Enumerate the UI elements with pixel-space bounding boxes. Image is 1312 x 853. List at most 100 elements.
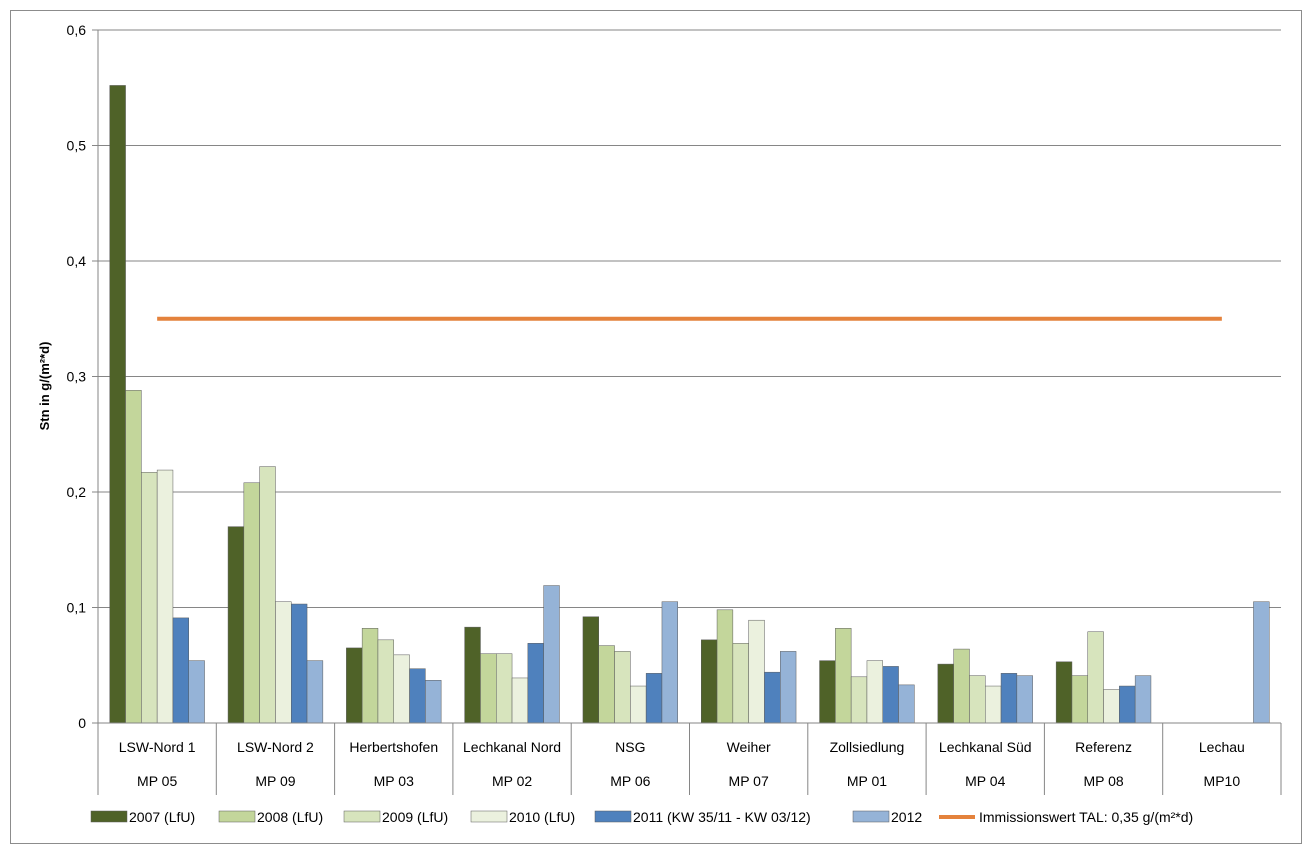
category-label: LSW-Nord 2 — [237, 739, 314, 755]
category-label: Referenz — [1075, 739, 1132, 755]
bar — [866, 660, 884, 724]
bar — [835, 628, 852, 724]
y-tick-label: 0,1 — [67, 600, 87, 616]
legend-swatch — [343, 810, 381, 823]
y-tick-label: 0,4 — [67, 253, 87, 269]
bar — [661, 601, 679, 724]
bar — [464, 626, 481, 724]
bar — [1016, 675, 1033, 724]
bar — [259, 466, 276, 724]
y-axis-label: Stn in g/(m²*d) — [37, 342, 52, 431]
legend-swatch — [90, 810, 128, 823]
bar — [732, 643, 749, 724]
bar — [393, 654, 410, 724]
bar — [645, 673, 663, 724]
subcategory-label: MP 04 — [965, 773, 1005, 789]
bar — [819, 660, 836, 724]
bar — [716, 609, 734, 724]
y-tick-labels: 0 0,1 0,2 0,3 0,4 0,5 0,6 — [67, 22, 87, 731]
bar — [511, 677, 529, 724]
legend-label: 2011 (KW 35/11 - KW 03/12) — [633, 809, 811, 825]
bar — [275, 601, 292, 724]
legend-swatch — [594, 810, 632, 823]
bar — [969, 675, 986, 724]
y-tick-label: 0,2 — [67, 484, 87, 500]
legend-swatch — [852, 810, 890, 823]
bar — [306, 660, 324, 724]
category-label: Zollsiedlung — [830, 739, 905, 755]
bar — [1103, 689, 1120, 724]
bar — [985, 685, 1002, 724]
category-label: Lechau — [1199, 739, 1245, 755]
bar — [361, 628, 379, 724]
bar — [748, 619, 765, 724]
subcategory-label: MP 08 — [1083, 773, 1123, 789]
bar — [630, 685, 647, 724]
legend-swatch — [218, 810, 256, 823]
bar — [882, 666, 899, 724]
bar — [614, 651, 631, 724]
subcategory-label: MP 03 — [374, 773, 414, 789]
bar — [1055, 661, 1073, 724]
bar — [953, 648, 970, 724]
legend-label: 2008 (LfU) — [257, 809, 323, 825]
legend-label: 2010 (LfU) — [509, 809, 575, 825]
bar — [141, 472, 158, 724]
bar — [188, 660, 205, 724]
subcategory-label: MP 06 — [610, 773, 650, 789]
bar — [1134, 675, 1152, 724]
axes — [97, 30, 1282, 795]
bar — [1253, 601, 1270, 724]
y-tick-label: 0,3 — [67, 369, 87, 385]
category-labels: LSW-Nord 1 MP 05 LSW-Nord 2 MP 09 Herbertsho… — [119, 739, 1245, 789]
subcategory-label: MP 09 — [255, 773, 295, 789]
category-label: NSG — [615, 739, 645, 755]
bar — [480, 653, 497, 724]
bar — [937, 663, 954, 724]
legend-label: Immissionswert TAL: 0,35 g/(m²*d) — [979, 809, 1193, 825]
y-tick-label: 0,5 — [67, 138, 87, 154]
bar — [109, 85, 126, 724]
bar-chart: 00,10,20,30,40,50,6 LSW-Nord 1MP 05LSW-N… — [37, 22, 1282, 825]
bar — [425, 680, 442, 724]
bar — [172, 617, 189, 724]
category-label: Weiher — [727, 739, 771, 755]
bar — [582, 616, 600, 724]
bar — [125, 390, 142, 724]
bar — [243, 482, 260, 724]
subcategory-label: MP 07 — [729, 773, 769, 789]
legend-label: 2007 (LfU) — [129, 809, 195, 825]
legend-label: 2009 (LfU) — [382, 809, 448, 825]
bar — [780, 651, 797, 724]
bar — [496, 653, 513, 724]
bar — [764, 671, 781, 724]
bar — [898, 684, 915, 724]
subcategory-label: MP 02 — [492, 773, 532, 789]
legend-label: 2012 — [891, 809, 922, 825]
subcategory-label: MP 05 — [137, 773, 177, 789]
bar — [291, 603, 308, 724]
y-tick-label: 0 — [78, 715, 86, 731]
legend-swatch — [470, 810, 508, 823]
y-tick-label: 0,6 — [67, 22, 87, 38]
bar — [598, 645, 615, 724]
bar — [377, 639, 395, 724]
bar — [156, 469, 174, 724]
subcategory-label: MP 01 — [847, 773, 887, 789]
category-label: LSW-Nord 1 — [119, 739, 196, 755]
bar — [701, 639, 718, 724]
bar — [409, 668, 426, 724]
bar — [227, 526, 245, 724]
bar — [1000, 673, 1018, 724]
bar — [1087, 631, 1104, 724]
bar — [1119, 685, 1136, 724]
legend: 2007 (LfU) 2008 (LfU) 2009 (LfU) 2010 (LfU)… — [90, 809, 1193, 825]
bar — [543, 585, 560, 724]
category-label: Lechkanal Nord — [463, 739, 561, 755]
bars — [109, 85, 1270, 724]
subcategory-label: MP10 — [1204, 773, 1241, 789]
bar — [527, 643, 544, 724]
category-label: Lechkanal Süd — [939, 739, 1032, 755]
bar — [346, 647, 363, 724]
category-label: Herbertshofen — [349, 739, 438, 755]
